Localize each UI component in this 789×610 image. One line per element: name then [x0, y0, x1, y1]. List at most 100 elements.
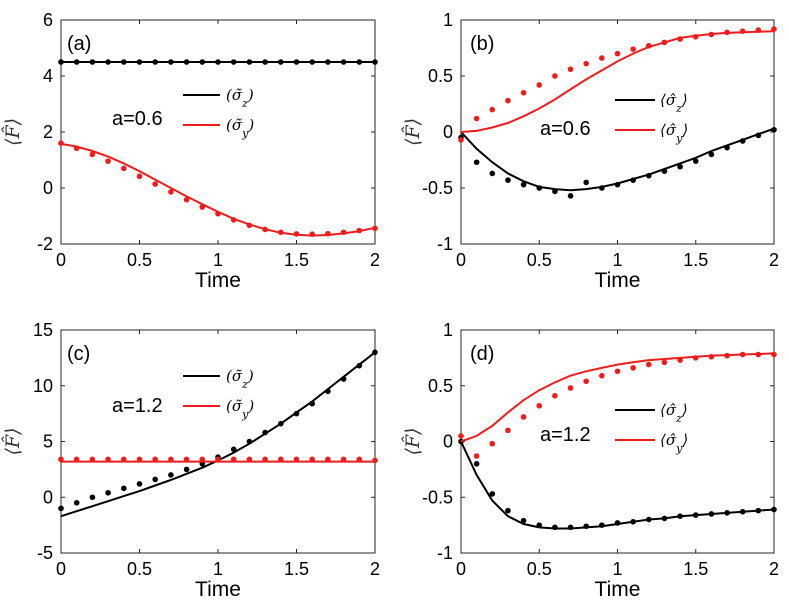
data-point [646, 361, 652, 368]
axes-box [60, 329, 376, 554]
panel-label: (d) [470, 343, 494, 365]
y-tick-label: 5 [43, 432, 53, 452]
data-point [771, 506, 777, 513]
data-point [724, 144, 730, 151]
data-point [121, 59, 127, 65]
data-point [583, 523, 589, 530]
x-axis-label: Time [595, 269, 641, 292]
panel-label: (b) [470, 33, 494, 55]
y-tick-label: 0 [443, 432, 453, 452]
legend-label-sigma-y: ⟨σ̂y⟩ [660, 431, 688, 455]
data-point [325, 230, 331, 237]
legend: (σ̃z) (σ̃y) [183, 367, 254, 421]
data-point [489, 106, 496, 113]
axes-box [460, 329, 775, 554]
data-point [677, 513, 683, 520]
data-point [505, 177, 511, 183]
data-point [708, 31, 715, 38]
data-point [536, 403, 543, 409]
data-point [325, 388, 331, 395]
data-point [755, 132, 762, 139]
data-point [199, 456, 206, 463]
data-point [278, 456, 284, 463]
parameter-annotation: a=0.6 [540, 118, 591, 140]
data-point [73, 500, 80, 506]
data-point [646, 172, 652, 179]
data-point [458, 137, 464, 143]
data-point [183, 456, 190, 463]
data-point [372, 457, 378, 464]
data-point [89, 151, 96, 158]
data-point [661, 359, 668, 366]
data-point [168, 59, 174, 65]
data-point [661, 515, 668, 522]
legend: ⟨σ̂z⟩ ⟨σ̂y⟩ [615, 91, 688, 145]
y-tick-label: 1 [443, 10, 453, 30]
panel-d: 0 0.5 1 1.5 2-1-0.500.51Time⟨F̂⟩(d)a=1.2⟨σ̂z… [402, 320, 779, 601]
data-point [183, 466, 190, 473]
x-axis-label: Time [195, 269, 241, 292]
data-point [677, 163, 683, 170]
data-point [630, 518, 636, 525]
data-point [567, 524, 574, 531]
data-point [105, 158, 111, 164]
data-point [356, 227, 363, 234]
data-point [505, 427, 511, 434]
data-point [661, 39, 668, 46]
panel-label: (a) [67, 33, 91, 55]
series-line [60, 142, 376, 237]
series-sigma-y [58, 456, 378, 464]
parameter-annotation: a=0.6 [112, 108, 163, 130]
data-point [262, 456, 268, 463]
data-point [520, 90, 527, 96]
data-point [246, 222, 253, 229]
data-point [73, 59, 80, 65]
data-point [183, 196, 190, 203]
data-point [325, 456, 331, 463]
data-point [708, 353, 715, 360]
data-point [489, 491, 496, 497]
x-tick-label: 1 [612, 250, 622, 270]
y-tick-label: 0.5 [428, 376, 453, 396]
data-point [614, 520, 621, 526]
data-point [356, 362, 363, 369]
data-point [89, 494, 96, 501]
y-tick-label: 2 [43, 122, 53, 142]
legend: ⟨σ̂z⟩ ⟨σ̂y⟩ [615, 401, 688, 455]
y-tick-label: -1 [437, 234, 453, 254]
x-tick-label: 0.5 [527, 250, 552, 270]
data-point [89, 59, 96, 65]
data-point [262, 429, 268, 436]
data-point [599, 372, 605, 379]
data-point [473, 115, 480, 122]
legend: (σ̃z) (σ̃y) [183, 86, 254, 140]
data-point [340, 456, 347, 463]
x-tick-label: 0 [456, 250, 466, 270]
data-point [58, 456, 64, 463]
legend-label-sigma-y: (σ̃y) [226, 397, 254, 421]
data-point [520, 181, 527, 188]
data-point [739, 508, 746, 515]
data-point [293, 231, 300, 237]
panel-b: 0 0.5 1 1.5 2-1-0.500.51Time⟨F̂⟩(b)a=0.6⟨σ̂z… [402, 10, 779, 292]
y-tick-label: 4 [43, 66, 53, 86]
data-point [489, 440, 496, 447]
data-point [458, 433, 464, 439]
data-point [372, 225, 378, 232]
data-point [262, 59, 268, 65]
data-point [309, 231, 316, 237]
series-sigma-z [58, 349, 378, 518]
data-point [136, 173, 143, 180]
data-point [739, 351, 746, 358]
x-tick-label: 1 [213, 559, 223, 579]
data-point [692, 512, 699, 518]
data-point [372, 59, 378, 65]
data-point [771, 26, 777, 32]
data-point [755, 507, 762, 514]
data-point [567, 66, 574, 73]
y-tick-label: -2 [37, 234, 53, 254]
data-point [293, 410, 300, 417]
data-point [340, 376, 347, 382]
x-tick-label: 2 [370, 559, 380, 579]
